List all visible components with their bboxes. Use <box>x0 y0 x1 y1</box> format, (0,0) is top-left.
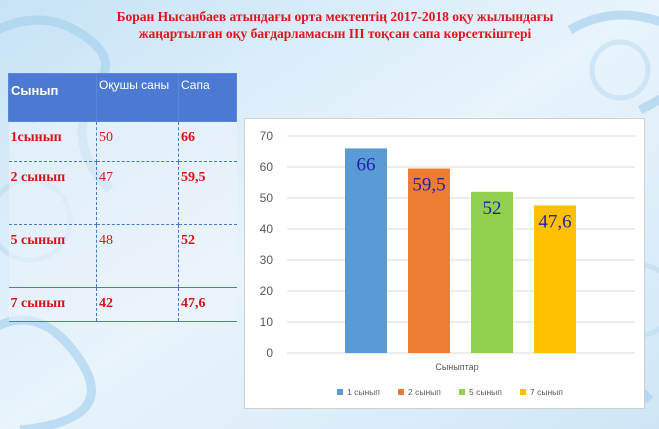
bar-7-сынып <box>534 205 576 353</box>
y-tick-label: 30 <box>260 253 274 267</box>
legend-swatch <box>337 389 343 395</box>
cell-quality: 59,5 <box>178 161 237 225</box>
cell-student-count: 50 <box>96 121 179 162</box>
cell-class: 1сынып <box>8 121 97 162</box>
legend-label: 1 сынып <box>347 387 380 397</box>
data-label: 52 <box>483 198 502 219</box>
legend-label: 5 сынып <box>469 387 502 397</box>
bar-1-сынып <box>345 148 387 353</box>
class-quality-table: Сынып Оқушы саны Сапа 1сынып 50 66 2 сын… <box>8 73 237 322</box>
legend-swatch <box>520 389 526 395</box>
data-label: 59,5 <box>412 175 445 196</box>
cell-quality: 52 <box>178 224 237 288</box>
cell-quality: 47,6 <box>178 287 237 322</box>
y-tick-label: 20 <box>260 284 274 298</box>
table-row: 5 сынып 48 52 <box>8 224 237 288</box>
y-tick-label: 10 <box>260 315 274 329</box>
y-tick-label: 50 <box>260 191 274 205</box>
y-tick-label: 60 <box>260 160 274 174</box>
quality-bar-chart: 0 10 20 30 40 50 60 70 66 59,5 52 47,6 Сыныптар 1 сын… <box>244 118 645 409</box>
cell-student-count: 48 <box>96 224 179 288</box>
header-class: Сынып <box>8 73 97 122</box>
data-label: 47,6 <box>538 211 571 232</box>
bar-5-сынып <box>471 191 513 353</box>
title-line-1: Боран Нысанбаев атындағы орта мектептің … <box>116 9 554 24</box>
legend-swatch <box>398 389 404 395</box>
x-axis-title: Сыныптар <box>435 362 478 372</box>
table-row: 1сынып 50 66 <box>8 121 237 162</box>
header-student-count: Оқушы саны <box>96 73 179 122</box>
y-tick-label: 70 <box>260 129 274 143</box>
page-title: Боран Нысанбаев атындағы орта мектептің … <box>95 8 575 42</box>
legend-swatch <box>459 389 465 395</box>
header-quality: Сапа <box>178 73 237 122</box>
title-line-2: жаңартылған оқу бағдарламасын ІІІ тоқсан… <box>138 26 532 41</box>
cell-class: 2 сынып <box>8 161 97 225</box>
table-row: 7 сынып 42 47,6 <box>8 287 237 322</box>
bar-2-сынып <box>408 168 450 353</box>
cell-student-count: 47 <box>96 161 179 225</box>
y-tick-label: 0 <box>266 346 273 360</box>
table-row: 2 сынып 47 59,5 <box>8 161 237 225</box>
legend-label: 7 сынып <box>530 387 563 397</box>
cell-quality: 66 <box>178 121 237 162</box>
table-header-row: Сынып Оқушы саны Сапа <box>8 73 237 122</box>
data-label: 66 <box>357 154 376 175</box>
cell-student-count: 42 <box>96 287 179 322</box>
cell-class: 7 сынып <box>8 287 97 322</box>
legend-label: 2 сынып <box>408 387 441 397</box>
cell-class: 5 сынып <box>8 224 97 288</box>
chart-svg: 0 10 20 30 40 50 60 70 66 59,5 52 47,6 Сыныптар 1 сын… <box>260 129 635 397</box>
y-tick-label: 40 <box>260 222 274 236</box>
